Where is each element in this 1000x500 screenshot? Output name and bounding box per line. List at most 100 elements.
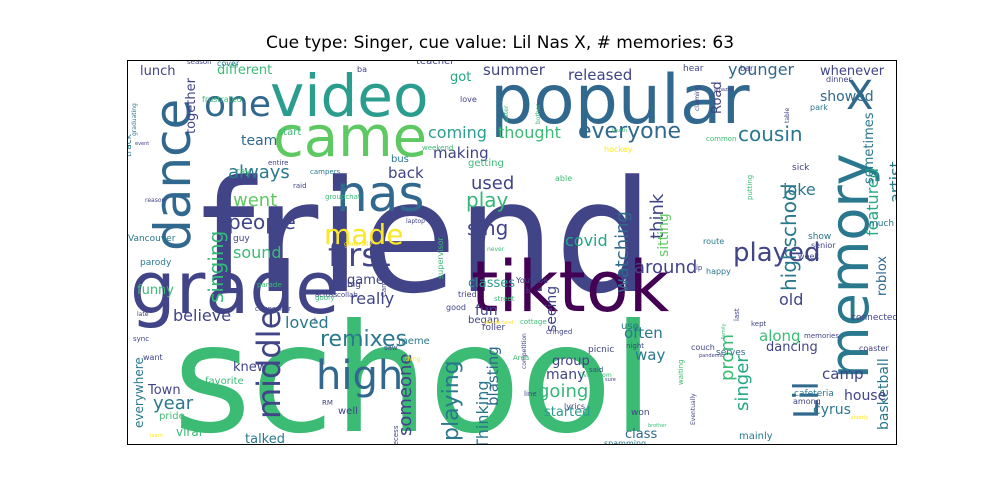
cloud-word: tiktok [471,246,670,328]
cloud-word: ray [236,167,251,177]
cloud-word: track [128,133,134,157]
cloud-word: l [314,317,316,325]
cloud-word: blasting [484,346,502,406]
cloud-word: cyrus [813,402,851,418]
cloud-word: artist [886,161,896,203]
cloud-word: serves [716,348,746,358]
cloud-word: b [526,287,531,295]
cloud-word: putting [746,175,754,200]
cloud-word: summer [483,61,546,79]
cloud-word: won [631,408,650,418]
cloud-word: people [228,210,296,234]
cloud-word: common [706,135,737,143]
cloud-word: among [793,397,821,406]
cloud-word: cringed [546,328,572,336]
cloud-word: entire [268,159,288,167]
cloud-word: use [621,321,639,332]
cloud-word: group [552,354,590,369]
cloud-word: saw [384,344,398,352]
cloud-word: making [433,144,489,162]
cloud-word: dancing [766,340,818,355]
cloud-word: street [494,295,515,303]
cloud-word: shortly [851,415,868,421]
cloud-word: thing [405,356,421,363]
cloud-word: many [546,367,585,383]
cloud-word: Area [513,354,529,362]
cloud-word: competition [521,333,528,369]
cloud-word: show [808,232,831,242]
cloud-word: featured [863,168,882,236]
cloud-word: sing [467,216,508,240]
cloud-word: used [471,173,514,194]
cloud-word: coaster [859,344,889,353]
cloud-word: amazed [714,87,734,93]
cloud-word: seeing [544,286,560,332]
cloud-word: viral [176,425,202,439]
cloud-word: memory [818,153,881,379]
cloud-word: couch [691,343,715,352]
cloud-word: sound [233,243,282,262]
cloud-word: popular [490,61,750,140]
cloud-word: sitting [656,213,672,257]
cloud-word: really [350,289,394,308]
cloud-word: class [625,427,657,442]
cloud-word: counsellor [255,305,291,313]
cloud-word: sure [605,377,616,383]
cloud-word: season [187,61,212,66]
cloud-word: year [153,393,194,414]
cloud-word: dinner [826,75,852,84]
cloud-word: point [193,356,206,362]
cloud-word: cover [217,61,240,68]
cloud-word: laptop [406,218,425,225]
cloud-word: bother [535,104,542,124]
cloud-word: getting [468,158,504,169]
cloud-word: parade [257,281,282,289]
cloud-word: Canada [380,270,388,297]
cloud-word: event [135,141,149,147]
cloud-word: funny [137,283,174,298]
cloud-word: tried [458,290,477,299]
cloud-word: generally [344,241,372,248]
cloud-word: went [233,190,277,211]
cloud-word: wonderland [484,320,513,326]
cloud-word: singer [732,355,753,411]
cloud-word: pride [159,411,185,422]
cloud-word: talked [245,432,285,444]
cloud-word: meme [398,336,430,347]
cloud-word: thought [498,123,561,142]
cloud-word: cousin [738,122,803,146]
cloud-word: everyone [578,119,681,144]
cloud-word: RM [322,399,333,407]
cloud-word: middle [250,310,288,419]
word-cloud-frame: friend school popular tiktok grade video memor… [127,60,897,445]
cloud-word: parody [140,258,172,268]
cloud-word: ba [357,65,367,74]
cloud-word: sick [792,163,810,173]
cloud-word: Thinking [473,380,492,444]
cloud-word: began [468,315,499,326]
cloud-word: park [810,103,828,112]
cloud-word: covid [565,231,608,250]
cloud-word: supervisor [436,236,445,279]
cloud-word: late [137,311,149,318]
cloud-word: frustrated [202,95,242,104]
cloud-word: guy [233,234,250,244]
cloud-word: showed [820,89,874,105]
cloud-word: watching [612,211,633,293]
cloud-word: highschool [777,183,801,291]
cloud-word: family [721,324,727,339]
cloud-word: night [626,342,644,350]
cloud-word: happy [706,267,731,276]
cloud-word: one [204,84,271,125]
cloud-word: camp [822,365,864,383]
cloud-word: believe [173,306,231,325]
cloud-word: Youtube [515,276,548,285]
cloud-word: livingroom [580,372,612,379]
cloud-word: sister [503,105,510,122]
cloud-word: bus [391,154,409,165]
cloud-word: memories [804,332,839,340]
cloud-word: cafeteria [794,389,834,399]
cloud-word: game [347,273,384,288]
cloud-word: BTS [128,314,132,339]
cloud-word: knew [233,360,268,375]
